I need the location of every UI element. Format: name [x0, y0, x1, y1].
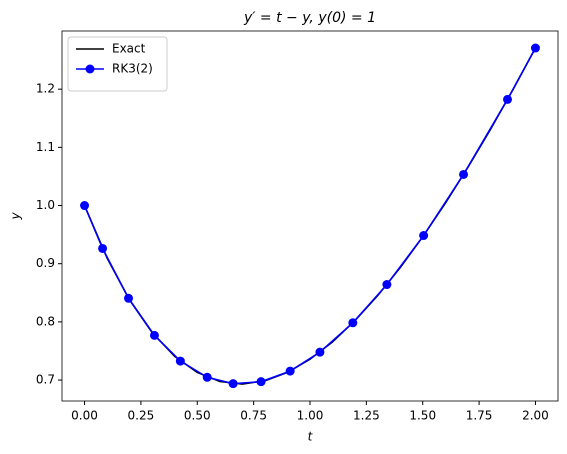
point	[149, 330, 159, 340]
x-tick-label: 0.25	[128, 409, 155, 423]
plot-frame	[61, 30, 559, 402]
x-tick-label: 1.75	[466, 409, 493, 423]
point	[80, 201, 90, 211]
point	[419, 231, 429, 241]
point	[202, 372, 212, 382]
point	[348, 318, 358, 328]
y-axis-label: y	[9, 212, 23, 221]
point	[285, 366, 295, 376]
legend-label: Exact	[112, 42, 146, 56]
legend-label: RK3(2)	[112, 62, 153, 76]
y-tick-label: 1.2	[36, 82, 55, 96]
point	[124, 293, 134, 303]
point	[382, 280, 392, 290]
point	[502, 94, 512, 104]
point	[530, 43, 540, 53]
legend-marker	[85, 64, 95, 74]
point	[256, 377, 266, 387]
y-tick-label: 0.7	[36, 373, 55, 387]
x-tick-label: 1.50	[409, 409, 436, 423]
point	[459, 169, 469, 179]
x-tick-label: 0.75	[240, 409, 267, 423]
point	[315, 347, 325, 357]
y-tick-label: 0.8	[36, 314, 55, 328]
x-tick-label: 1.00	[297, 409, 324, 423]
point	[98, 243, 108, 253]
chart-title: y′ = t − y, y(0) = 1	[243, 10, 376, 26]
x-tick-label: 2.00	[522, 409, 549, 423]
x-tick-label: 1.25	[353, 409, 380, 423]
x-tick-label: 0.50	[184, 409, 211, 423]
y-tick-label: 1.1	[36, 140, 55, 154]
point	[228, 379, 238, 389]
point	[175, 356, 185, 366]
series-line	[83, 47, 537, 385]
x-tick-label: 0.00	[71, 409, 98, 423]
y-tick-label: 1.0	[36, 198, 55, 212]
legend-box	[67, 36, 168, 92]
x-axis-label: t	[308, 430, 314, 444]
y-tick-label: 0.9	[36, 256, 55, 270]
